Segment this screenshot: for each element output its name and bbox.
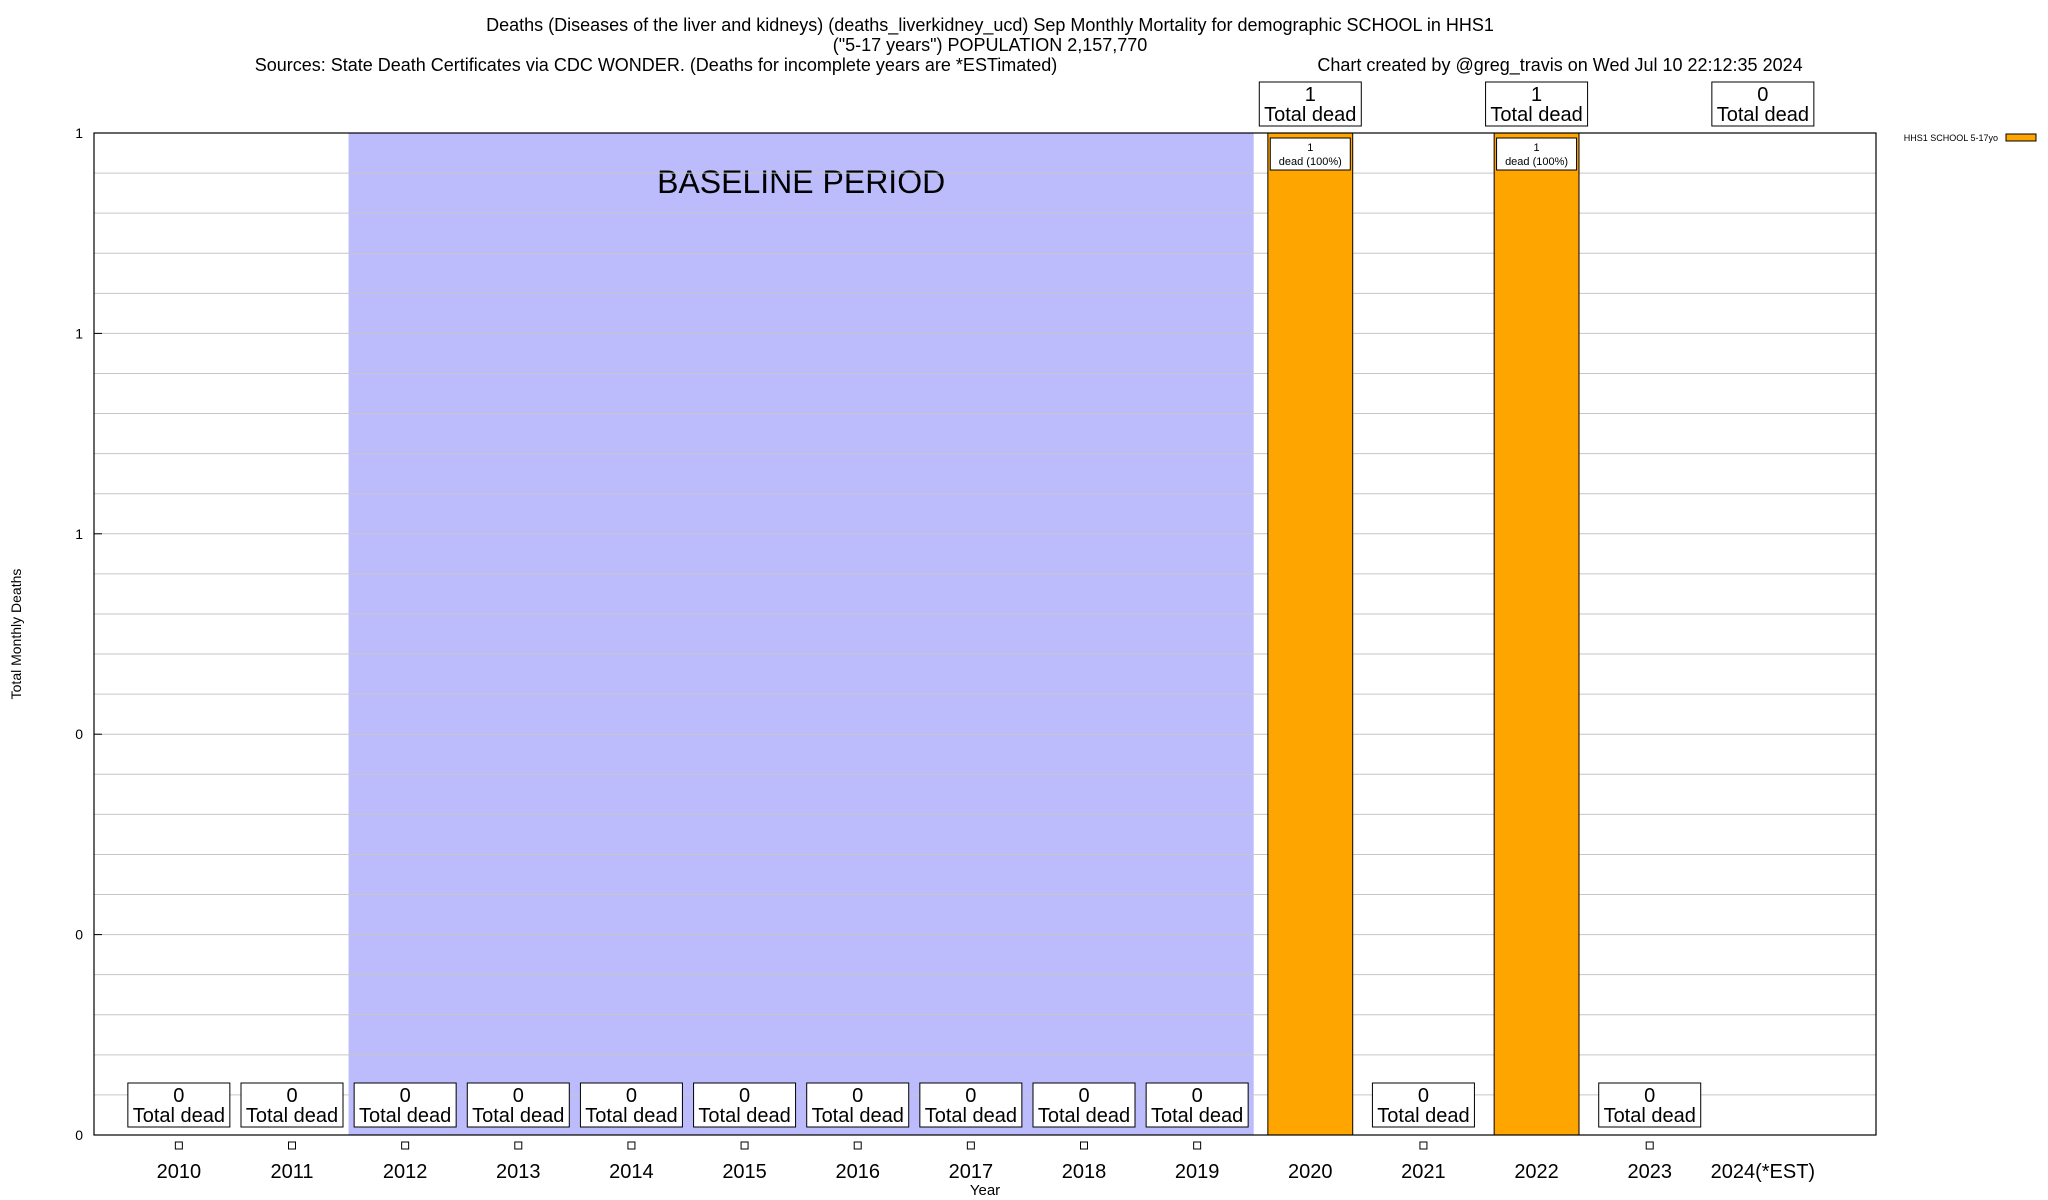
x-marker xyxy=(1193,1141,1202,1150)
total-dead-caption: Total dead xyxy=(925,1105,1017,1127)
plot-frame xyxy=(93,132,1877,1136)
y-axis-label: Total Monthly Deaths xyxy=(8,569,24,700)
total-dead-caption: Total dead xyxy=(1717,104,1809,126)
total-dead-caption: Total dead xyxy=(812,1105,904,1127)
total-dead-box xyxy=(240,1082,344,1128)
total-dead-caption: Total dead xyxy=(1377,1105,1469,1127)
total-dead-caption: Total dead xyxy=(1264,104,1356,126)
total-dead-box xyxy=(1485,81,1589,127)
x-marker xyxy=(1419,1141,1428,1150)
x-marker xyxy=(966,1141,975,1150)
total-dead-box xyxy=(1145,1082,1249,1128)
total-dead-count: 0 xyxy=(626,1085,637,1107)
x-tick-label: 2019 xyxy=(1175,1161,1220,1183)
x-marker xyxy=(401,1141,410,1150)
y-tick-label: 0 xyxy=(75,1127,83,1143)
total-dead-caption: Total dead xyxy=(1604,1105,1696,1127)
total-dead-caption: Total dead xyxy=(246,1105,338,1127)
x-tick-label: 2012 xyxy=(383,1161,428,1183)
total-dead-count: 0 xyxy=(1757,84,1768,106)
x-axis-label: Year xyxy=(970,1182,1000,1199)
total-dead-caption: Total dead xyxy=(359,1105,451,1127)
total-dead-count: 0 xyxy=(400,1085,411,1107)
x-marker xyxy=(853,1141,862,1150)
x-marker xyxy=(514,1141,523,1150)
bar-label-count: 1 xyxy=(1534,142,1540,154)
x-tick-label: 2023 xyxy=(1627,1161,1672,1183)
baseline-period-label: BASELINE PERIOD xyxy=(657,164,945,200)
total-dead-count: 0 xyxy=(1644,1085,1655,1107)
x-marker xyxy=(1645,1141,1654,1150)
chart-credit: Chart created by @greg_travis on Wed Jul… xyxy=(1317,55,1802,76)
x-tick-label: 2010 xyxy=(157,1161,202,1183)
total-dead-box xyxy=(466,1082,570,1128)
total-dead-caption: Total dead xyxy=(1151,1105,1243,1127)
y-tick-label: 1 xyxy=(75,325,83,341)
bar-label-count: 1 xyxy=(1307,142,1313,154)
total-dead-count: 1 xyxy=(1531,84,1542,106)
y-tick-label: 0 xyxy=(75,726,83,742)
total-dead-box xyxy=(1371,1082,1475,1128)
chart-sources: Sources: State Death Certificates via CD… xyxy=(255,55,1058,75)
chart-title-line-2: ("5-17 years") POPULATION 2,157,770 xyxy=(833,35,1148,55)
total-dead-box xyxy=(1598,1082,1702,1128)
baseline-period-band xyxy=(348,133,1254,1135)
total-dead-count: 1 xyxy=(1305,84,1316,106)
total-dead-count: 0 xyxy=(286,1085,297,1107)
x-tick-label: 2022 xyxy=(1514,1161,1559,1183)
bar-label-box xyxy=(1269,137,1351,171)
x-tick-label: 2021 xyxy=(1401,1161,1446,1183)
chart-title-line-1: Deaths (Diseases of the liver and kidney… xyxy=(486,15,1494,36)
x-tick-label: 2011 xyxy=(270,1161,313,1183)
total-dead-count: 0 xyxy=(1418,1085,1429,1107)
x-tick-label: 2014 xyxy=(609,1161,654,1183)
total-dead-caption: Total dead xyxy=(1038,1105,1130,1127)
legend-swatch xyxy=(2005,133,2037,142)
x-tick-label: 2016 xyxy=(835,1161,880,1183)
total-dead-caption: Total dead xyxy=(585,1105,677,1127)
total-dead-box xyxy=(579,1082,683,1128)
x-marker xyxy=(174,1141,183,1150)
total-dead-box xyxy=(806,1082,910,1128)
total-dead-box xyxy=(1711,81,1815,127)
legend-label: HHS1 SCHOOL 5-17yo xyxy=(1904,133,1998,143)
total-dead-caption: Total dead xyxy=(1490,104,1582,126)
data-bar xyxy=(1493,132,1580,1136)
total-dead-count: 0 xyxy=(173,1085,184,1107)
total-dead-box xyxy=(353,1082,457,1128)
bar-label-box xyxy=(1496,137,1578,171)
x-tick-label: 2017 xyxy=(949,1161,994,1183)
total-dead-box xyxy=(127,1082,231,1128)
bar-label-percent: dead (100%) xyxy=(1505,156,1568,168)
y-tick-label: 0 xyxy=(75,927,83,943)
x-tick-label: 2018 xyxy=(1062,1161,1107,1183)
legend: HHS1 SCHOOL 5-17yo xyxy=(1904,133,2037,143)
total-dead-caption: Total dead xyxy=(698,1105,790,1127)
total-dead-box xyxy=(1032,1082,1136,1128)
total-dead-count: 0 xyxy=(1192,1085,1203,1107)
bar-label-percent: dead (100%) xyxy=(1279,156,1342,168)
total-dead-count: 0 xyxy=(739,1085,750,1107)
x-marker xyxy=(1080,1141,1088,1150)
x-tick-label: 2015 xyxy=(722,1161,767,1183)
x-tick-label: 2020 xyxy=(1288,1161,1333,1183)
x-tick-label: 2024(*EST) xyxy=(1711,1161,1816,1183)
x-marker xyxy=(288,1141,296,1150)
total-dead-caption: Total dead xyxy=(133,1105,225,1127)
total-dead-count: 0 xyxy=(965,1085,976,1107)
y-tick-label: 1 xyxy=(75,125,83,141)
data-bar xyxy=(1267,132,1354,1136)
total-dead-count: 0 xyxy=(513,1085,524,1107)
x-marker xyxy=(740,1141,749,1150)
total-dead-count: 0 xyxy=(852,1085,863,1107)
total-dead-count: 0 xyxy=(1078,1085,1089,1107)
total-dead-caption: Total dead xyxy=(472,1105,564,1127)
total-dead-box xyxy=(693,1082,797,1128)
y-tick-label: 1 xyxy=(75,526,83,542)
x-marker xyxy=(627,1141,636,1150)
total-dead-box xyxy=(1258,81,1362,127)
total-dead-box xyxy=(919,1082,1023,1128)
x-tick-label: 2013 xyxy=(496,1161,541,1183)
